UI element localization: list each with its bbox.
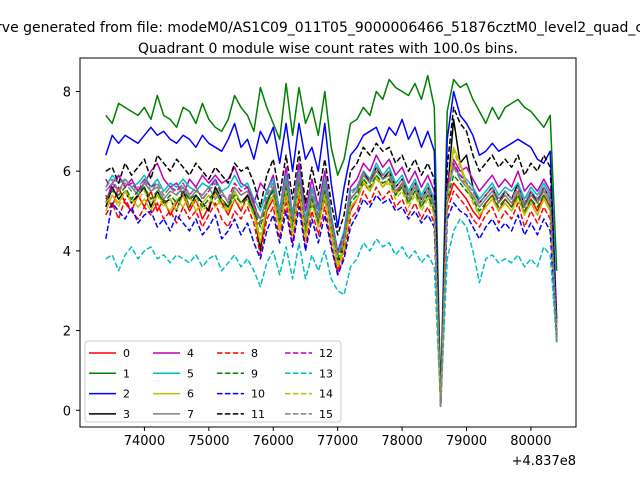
legend-label-10: 10 xyxy=(251,388,265,401)
x-offset-label: +4.837e8 xyxy=(512,454,576,469)
legend-label-7: 7 xyxy=(187,408,194,421)
plot-frame xyxy=(79,57,577,428)
x-tick-label: 75000 xyxy=(188,434,229,449)
legend-label-9: 9 xyxy=(251,367,258,380)
y-tick-label: 4 xyxy=(63,245,71,260)
legend-label-3: 3 xyxy=(123,408,130,421)
series-line-2 xyxy=(105,90,558,404)
legend-label-2: 2 xyxy=(123,388,130,401)
legend-label-8: 8 xyxy=(251,347,258,360)
legend-label-12: 12 xyxy=(319,347,333,360)
y-tick-label: 8 xyxy=(63,85,71,100)
legend-label-15: 15 xyxy=(319,408,333,421)
series-line-8 xyxy=(105,186,558,408)
x-tick-label: 76000 xyxy=(253,434,294,449)
series-line-10 xyxy=(105,194,558,408)
legend-label-11: 11 xyxy=(251,408,265,421)
legend-label-4: 4 xyxy=(187,347,194,360)
axes: 74000 75000 76000 77000 78000 79000 80000 0 2 4 6 8 xyxy=(63,85,552,449)
x-tick-label: 79000 xyxy=(446,434,487,449)
legend-label-1: 1 xyxy=(123,367,130,380)
figure-suptitle: Light curve generated from file: modeM0/… xyxy=(0,20,640,36)
series-line-11 xyxy=(105,106,558,404)
series-layer xyxy=(105,74,558,408)
series-line-15 xyxy=(105,166,558,408)
x-tick-label: 78000 xyxy=(381,434,422,449)
chart-title: Quadrant 0 module wise count rates with … xyxy=(138,41,518,57)
series-line-9 xyxy=(105,174,558,408)
x-tick-label: 74000 xyxy=(124,434,165,449)
legend-label-14: 14 xyxy=(319,388,333,401)
x-tick-label: 77000 xyxy=(317,434,358,449)
y-tick-label: 6 xyxy=(63,165,71,180)
series-line-14 xyxy=(105,150,558,408)
x-tick-label: 80000 xyxy=(510,434,551,449)
legend-label-13: 13 xyxy=(319,367,333,380)
series-line-5 xyxy=(105,162,558,408)
legend-label-5: 5 xyxy=(187,367,194,380)
legend-label-0: 0 xyxy=(123,347,130,360)
y-tick-label: 0 xyxy=(63,404,71,419)
y-tick-label: 2 xyxy=(63,325,71,340)
series-line-1 xyxy=(105,74,558,400)
legend-frame xyxy=(84,340,342,423)
legend-label-6: 6 xyxy=(187,388,194,401)
series-line-13 xyxy=(105,218,558,408)
